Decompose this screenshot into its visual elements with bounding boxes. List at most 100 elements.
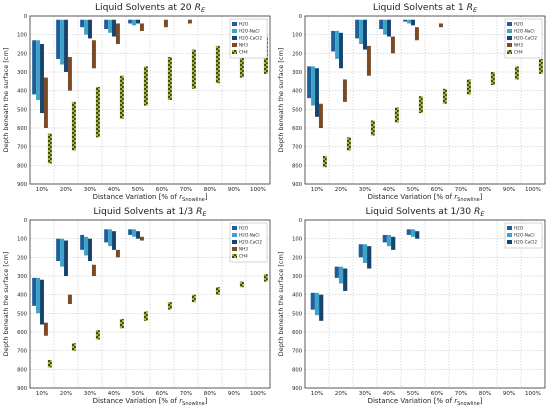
bar bbox=[191, 294, 196, 303]
x-tick-label: 40% bbox=[383, 187, 395, 193]
chart-svg: Liquid Solvents at 1/3 RE 0 100 200 300 400 50… bbox=[2, 206, 271, 407]
bar bbox=[64, 19, 68, 72]
x-tick-label: 100% bbox=[525, 187, 541, 193]
y-axis-label: Depth beneath the surface [cm] bbox=[2, 48, 10, 153]
plot-frame bbox=[304, 15, 546, 185]
legend-label: H2O-CaCl2 bbox=[239, 240, 262, 245]
x-tick-label: 50% bbox=[407, 391, 419, 397]
bar bbox=[391, 236, 396, 250]
bar bbox=[47, 360, 52, 368]
legend-label: H2O-NaCl bbox=[239, 29, 260, 34]
x-tick-label: 70% bbox=[180, 391, 192, 397]
bar bbox=[108, 19, 113, 33]
chart-panel-3: Liquid Solvents at 1/3 RE 0 100 200 300 400 50… bbox=[0, 204, 275, 407]
bar bbox=[104, 229, 109, 243]
x-tick-label: 30% bbox=[84, 391, 96, 397]
y-axis-label: Depth beneath the surface [cm] bbox=[277, 48, 285, 153]
bar bbox=[167, 57, 172, 100]
bar bbox=[32, 40, 37, 95]
bar bbox=[410, 229, 416, 237]
bar bbox=[43, 322, 48, 336]
x-axis-label: Distance Variation [% of rSnowline] bbox=[368, 193, 483, 203]
bar bbox=[56, 19, 61, 59]
y-tick-label: 900 bbox=[292, 386, 302, 392]
x-tick-label: 100% bbox=[525, 391, 541, 397]
x-tick-label: 40% bbox=[108, 187, 120, 193]
y-tick-label: 400 bbox=[17, 89, 27, 95]
x-tick-label: 40% bbox=[108, 391, 120, 397]
y-tick-label: 100 bbox=[292, 33, 302, 39]
y-tick-label: 100 bbox=[17, 237, 27, 243]
bar bbox=[366, 45, 371, 76]
legend-label: H2O bbox=[514, 226, 524, 231]
x-tick-label: 50% bbox=[407, 187, 419, 193]
x-tick-label: 10% bbox=[36, 187, 48, 193]
y-tick-label: 600 bbox=[17, 126, 27, 132]
bar bbox=[490, 72, 495, 86]
bar bbox=[390, 36, 395, 54]
x-tick-label: 30% bbox=[359, 391, 371, 397]
legend: H2O H2O-NaCl H2O-CaCl2 NH3 CH4 bbox=[229, 18, 268, 59]
legend-swatch bbox=[507, 29, 512, 33]
bar bbox=[318, 103, 323, 128]
bar bbox=[334, 266, 339, 278]
bar bbox=[187, 19, 192, 24]
y-axis-label: Depth beneath the surface [cm] bbox=[2, 252, 10, 357]
x-tick-label: 100% bbox=[250, 187, 266, 193]
bar bbox=[191, 49, 196, 89]
bar bbox=[128, 229, 133, 235]
bar bbox=[311, 66, 316, 106]
legend: H2O H2O-NaCl H2O-CaCl2 NH3 CH4 bbox=[229, 222, 268, 263]
x-tick-label: 100% bbox=[250, 391, 266, 397]
x-tick-label: 90% bbox=[228, 391, 240, 397]
bar bbox=[64, 240, 68, 276]
chart-title: Liquid Solvents at 20 RE bbox=[95, 2, 206, 14]
legend-swatch bbox=[232, 254, 237, 258]
bar bbox=[338, 266, 344, 284]
bar bbox=[442, 88, 447, 104]
x-tick-label: 70% bbox=[180, 187, 192, 193]
chart-panel-2: Liquid Solvents at 1 RE 0 100 200 300 400 500 6… bbox=[275, 0, 550, 203]
bar bbox=[415, 231, 420, 239]
bar bbox=[40, 44, 44, 114]
chart-svg: Liquid Solvents at 20 RE 0 100 200 300 400 500… bbox=[2, 2, 271, 203]
legend-swatch bbox=[232, 50, 237, 54]
y-axis-label: Depth beneath the surface [cm] bbox=[277, 252, 285, 357]
bar bbox=[47, 133, 52, 164]
chart-svg: Liquid Solvents at 1 RE 0 100 200 300 400 500 6… bbox=[277, 2, 546, 203]
legend-swatch bbox=[507, 43, 512, 47]
y-tick-label: 700 bbox=[292, 349, 302, 355]
bar bbox=[411, 19, 415, 26]
legend-label: CH4 bbox=[239, 50, 248, 55]
bar bbox=[263, 274, 268, 282]
legend-swatch bbox=[507, 240, 512, 244]
bar bbox=[406, 229, 411, 235]
y-tick-label: 300 bbox=[292, 274, 302, 280]
bar bbox=[71, 343, 76, 351]
y-tick-label: 300 bbox=[292, 70, 302, 76]
x-tick-label: 80% bbox=[479, 187, 491, 193]
y-tick-label: 700 bbox=[17, 349, 27, 355]
x-tick-label: 10% bbox=[311, 187, 323, 193]
bar bbox=[80, 19, 85, 28]
bar bbox=[88, 19, 92, 39]
bar bbox=[112, 19, 116, 37]
y-tick-label: 200 bbox=[292, 255, 302, 261]
legend-swatch bbox=[232, 233, 237, 237]
y-tick-label: 0 bbox=[24, 14, 27, 20]
legend-swatch bbox=[507, 233, 512, 237]
legend-swatch bbox=[232, 226, 237, 230]
bar bbox=[95, 86, 100, 138]
x-tick-label: 90% bbox=[228, 187, 240, 193]
bar bbox=[91, 264, 96, 276]
plot-frame bbox=[29, 219, 271, 389]
y-tick-label: 600 bbox=[17, 330, 27, 336]
legend-label: CH4 bbox=[239, 254, 248, 259]
bar bbox=[335, 30, 340, 59]
bar bbox=[128, 19, 133, 24]
bar bbox=[387, 19, 391, 37]
x-tick-label: 10% bbox=[311, 391, 323, 397]
y-tick-label: 700 bbox=[17, 145, 27, 151]
legend: H2O H2O-NaCl H2O-CaCl2 NH3 CH4 bbox=[504, 18, 543, 59]
x-tick-label: 70% bbox=[455, 391, 467, 397]
